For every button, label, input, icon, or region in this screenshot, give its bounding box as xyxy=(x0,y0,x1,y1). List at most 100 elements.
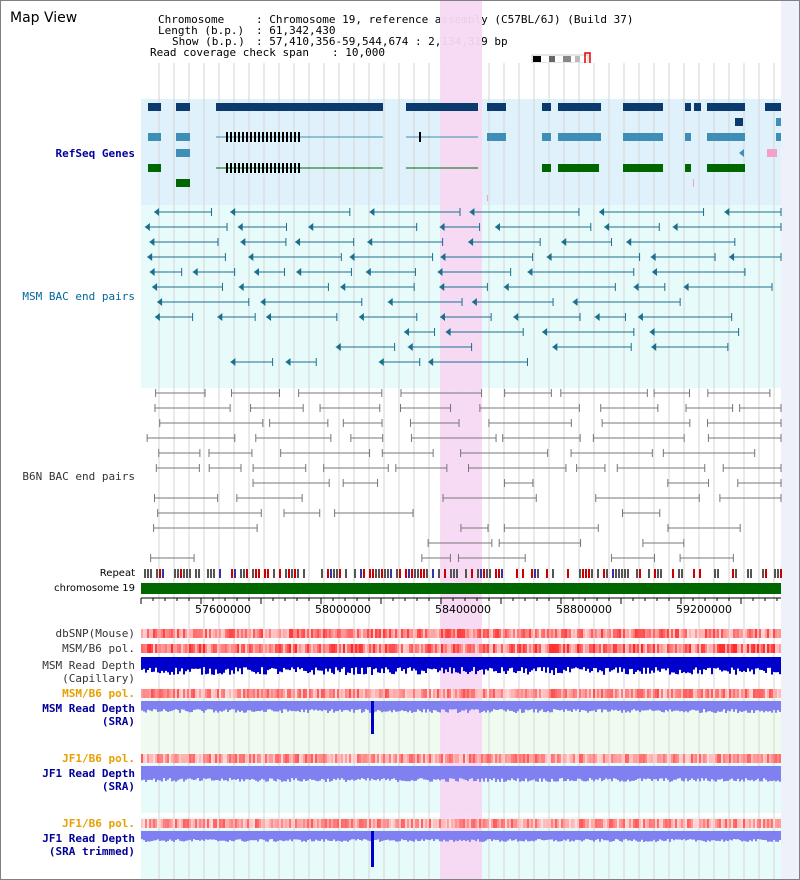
heat-cell xyxy=(551,689,553,698)
heat-cell xyxy=(391,629,393,638)
depth-bar xyxy=(635,766,637,780)
depth-bar xyxy=(383,766,385,779)
depth-bar xyxy=(327,657,329,672)
heat-cell xyxy=(183,629,185,638)
depth-bar xyxy=(481,831,483,842)
b6n-bac-track[interactable] xyxy=(146,389,782,562)
depth-bar xyxy=(681,657,683,673)
heat-cell xyxy=(153,689,155,698)
heat-cell xyxy=(167,754,169,763)
heat-cell xyxy=(765,689,767,698)
heat-cell xyxy=(651,754,653,763)
heat-cell xyxy=(499,754,501,763)
depth-bar xyxy=(283,831,285,842)
heat-cell xyxy=(491,644,493,653)
msm-bac-track[interactable] xyxy=(144,208,782,366)
depth-bar xyxy=(175,657,177,668)
heat-cell xyxy=(371,754,373,763)
repeat-element xyxy=(522,569,524,578)
depth-bar xyxy=(371,657,373,675)
depth-bar xyxy=(533,766,535,780)
depth-bar xyxy=(419,831,421,841)
msm-bac-end xyxy=(149,238,155,246)
heat-cell xyxy=(753,754,755,763)
heat-cell xyxy=(661,754,663,763)
depth-bar xyxy=(731,657,733,668)
heat-cell xyxy=(717,754,719,763)
depth-bar xyxy=(557,657,559,673)
depth-bar xyxy=(587,831,589,840)
msm-bac-end xyxy=(650,253,656,261)
heat-cell xyxy=(211,689,213,698)
refseq-gene-track[interactable] xyxy=(148,103,781,201)
heat-cell xyxy=(253,819,255,828)
heat-cell xyxy=(357,629,359,638)
depth-bar xyxy=(775,657,777,673)
track-label-refseq[interactable]: RefSeq Genes xyxy=(55,147,135,160)
track-label-msm-read-depth-sra-1[interactable]: MSM Read Depth xyxy=(42,702,135,715)
track-label-jf1-read-depth-trim-1[interactable]: JF1 Read Depth xyxy=(42,832,135,845)
heat-cell xyxy=(737,644,739,653)
heat-cell xyxy=(657,819,659,828)
heat-cell xyxy=(733,819,735,828)
heat-cell xyxy=(307,689,309,698)
repeat-element xyxy=(450,569,452,578)
depth-bar xyxy=(449,701,451,710)
heat-cell xyxy=(361,754,363,763)
depth-bar xyxy=(555,701,557,710)
track-label-b6n-bac[interactable]: B6N BAC end pairs xyxy=(22,470,135,483)
track-label-jf1-b6-pol-1[interactable]: JF1/B6 pol. xyxy=(62,752,135,765)
heat-cell xyxy=(743,754,745,763)
depth-bar xyxy=(563,766,565,782)
heat-cell xyxy=(269,629,271,638)
heat-cell xyxy=(225,644,227,653)
repeat-element xyxy=(396,569,398,578)
read-depth-tracks[interactable] xyxy=(141,657,781,867)
repeat-element xyxy=(234,569,236,578)
depth-bar xyxy=(325,701,327,711)
depth-bar xyxy=(141,657,143,670)
track-label-msm-b6-pol[interactable]: MSM/B6 pol. xyxy=(62,642,135,655)
depth-bar xyxy=(407,766,409,782)
repeat-element xyxy=(213,569,215,578)
depth-bar xyxy=(233,657,235,674)
repeat-element xyxy=(453,569,455,578)
heat-cell xyxy=(369,689,371,698)
polymorphism-tracks[interactable] xyxy=(141,629,781,828)
track-label-jf1-b6-pol-2[interactable]: JF1/B6 pol. xyxy=(62,817,135,830)
heat-cell xyxy=(529,819,531,828)
depth-bar xyxy=(483,831,485,842)
heat-cell xyxy=(249,689,251,698)
heat-cell xyxy=(489,819,491,828)
track-label-repeat[interactable]: Repeat xyxy=(99,568,135,579)
track-label-jf1-read-depth-sra-1[interactable]: JF1 Read Depth xyxy=(42,767,135,780)
depth-bar xyxy=(485,831,487,841)
heat-cell xyxy=(159,689,161,698)
track-label-msm-bac[interactable]: MSM BAC end pairs xyxy=(22,290,135,303)
heat-cell xyxy=(447,629,449,638)
track-label-dbsnp[interactable]: dbSNP(Mouse) xyxy=(55,627,135,640)
depth-bar xyxy=(603,657,605,675)
heat-cell xyxy=(573,644,575,653)
depth-bar xyxy=(761,701,763,711)
heat-cell xyxy=(147,689,149,698)
repeat-track[interactable] xyxy=(144,569,782,578)
track-label-msm-read-depth-cap-1[interactable]: MSM Read Depth xyxy=(42,659,135,672)
depth-bar xyxy=(429,701,431,712)
heat-cell xyxy=(447,754,449,763)
depth-bar xyxy=(629,657,631,670)
depth-bar xyxy=(147,657,149,671)
track-label-msm-b6-pol-sra[interactable]: MSM/B6 pol. xyxy=(62,687,135,700)
msm-bac-end xyxy=(369,208,375,216)
refseq-gene-dark xyxy=(176,103,190,111)
heat-cell xyxy=(393,629,395,638)
heat-cell xyxy=(407,644,409,653)
chromosome-bar[interactable] xyxy=(141,583,781,594)
depth-bar xyxy=(303,657,305,671)
heat-cell xyxy=(381,754,383,763)
depth-bar xyxy=(247,657,249,670)
heat-cell xyxy=(179,629,181,638)
heat-cell xyxy=(729,644,731,653)
heat-cell xyxy=(235,629,237,638)
selection-highlight[interactable] xyxy=(440,1,482,879)
